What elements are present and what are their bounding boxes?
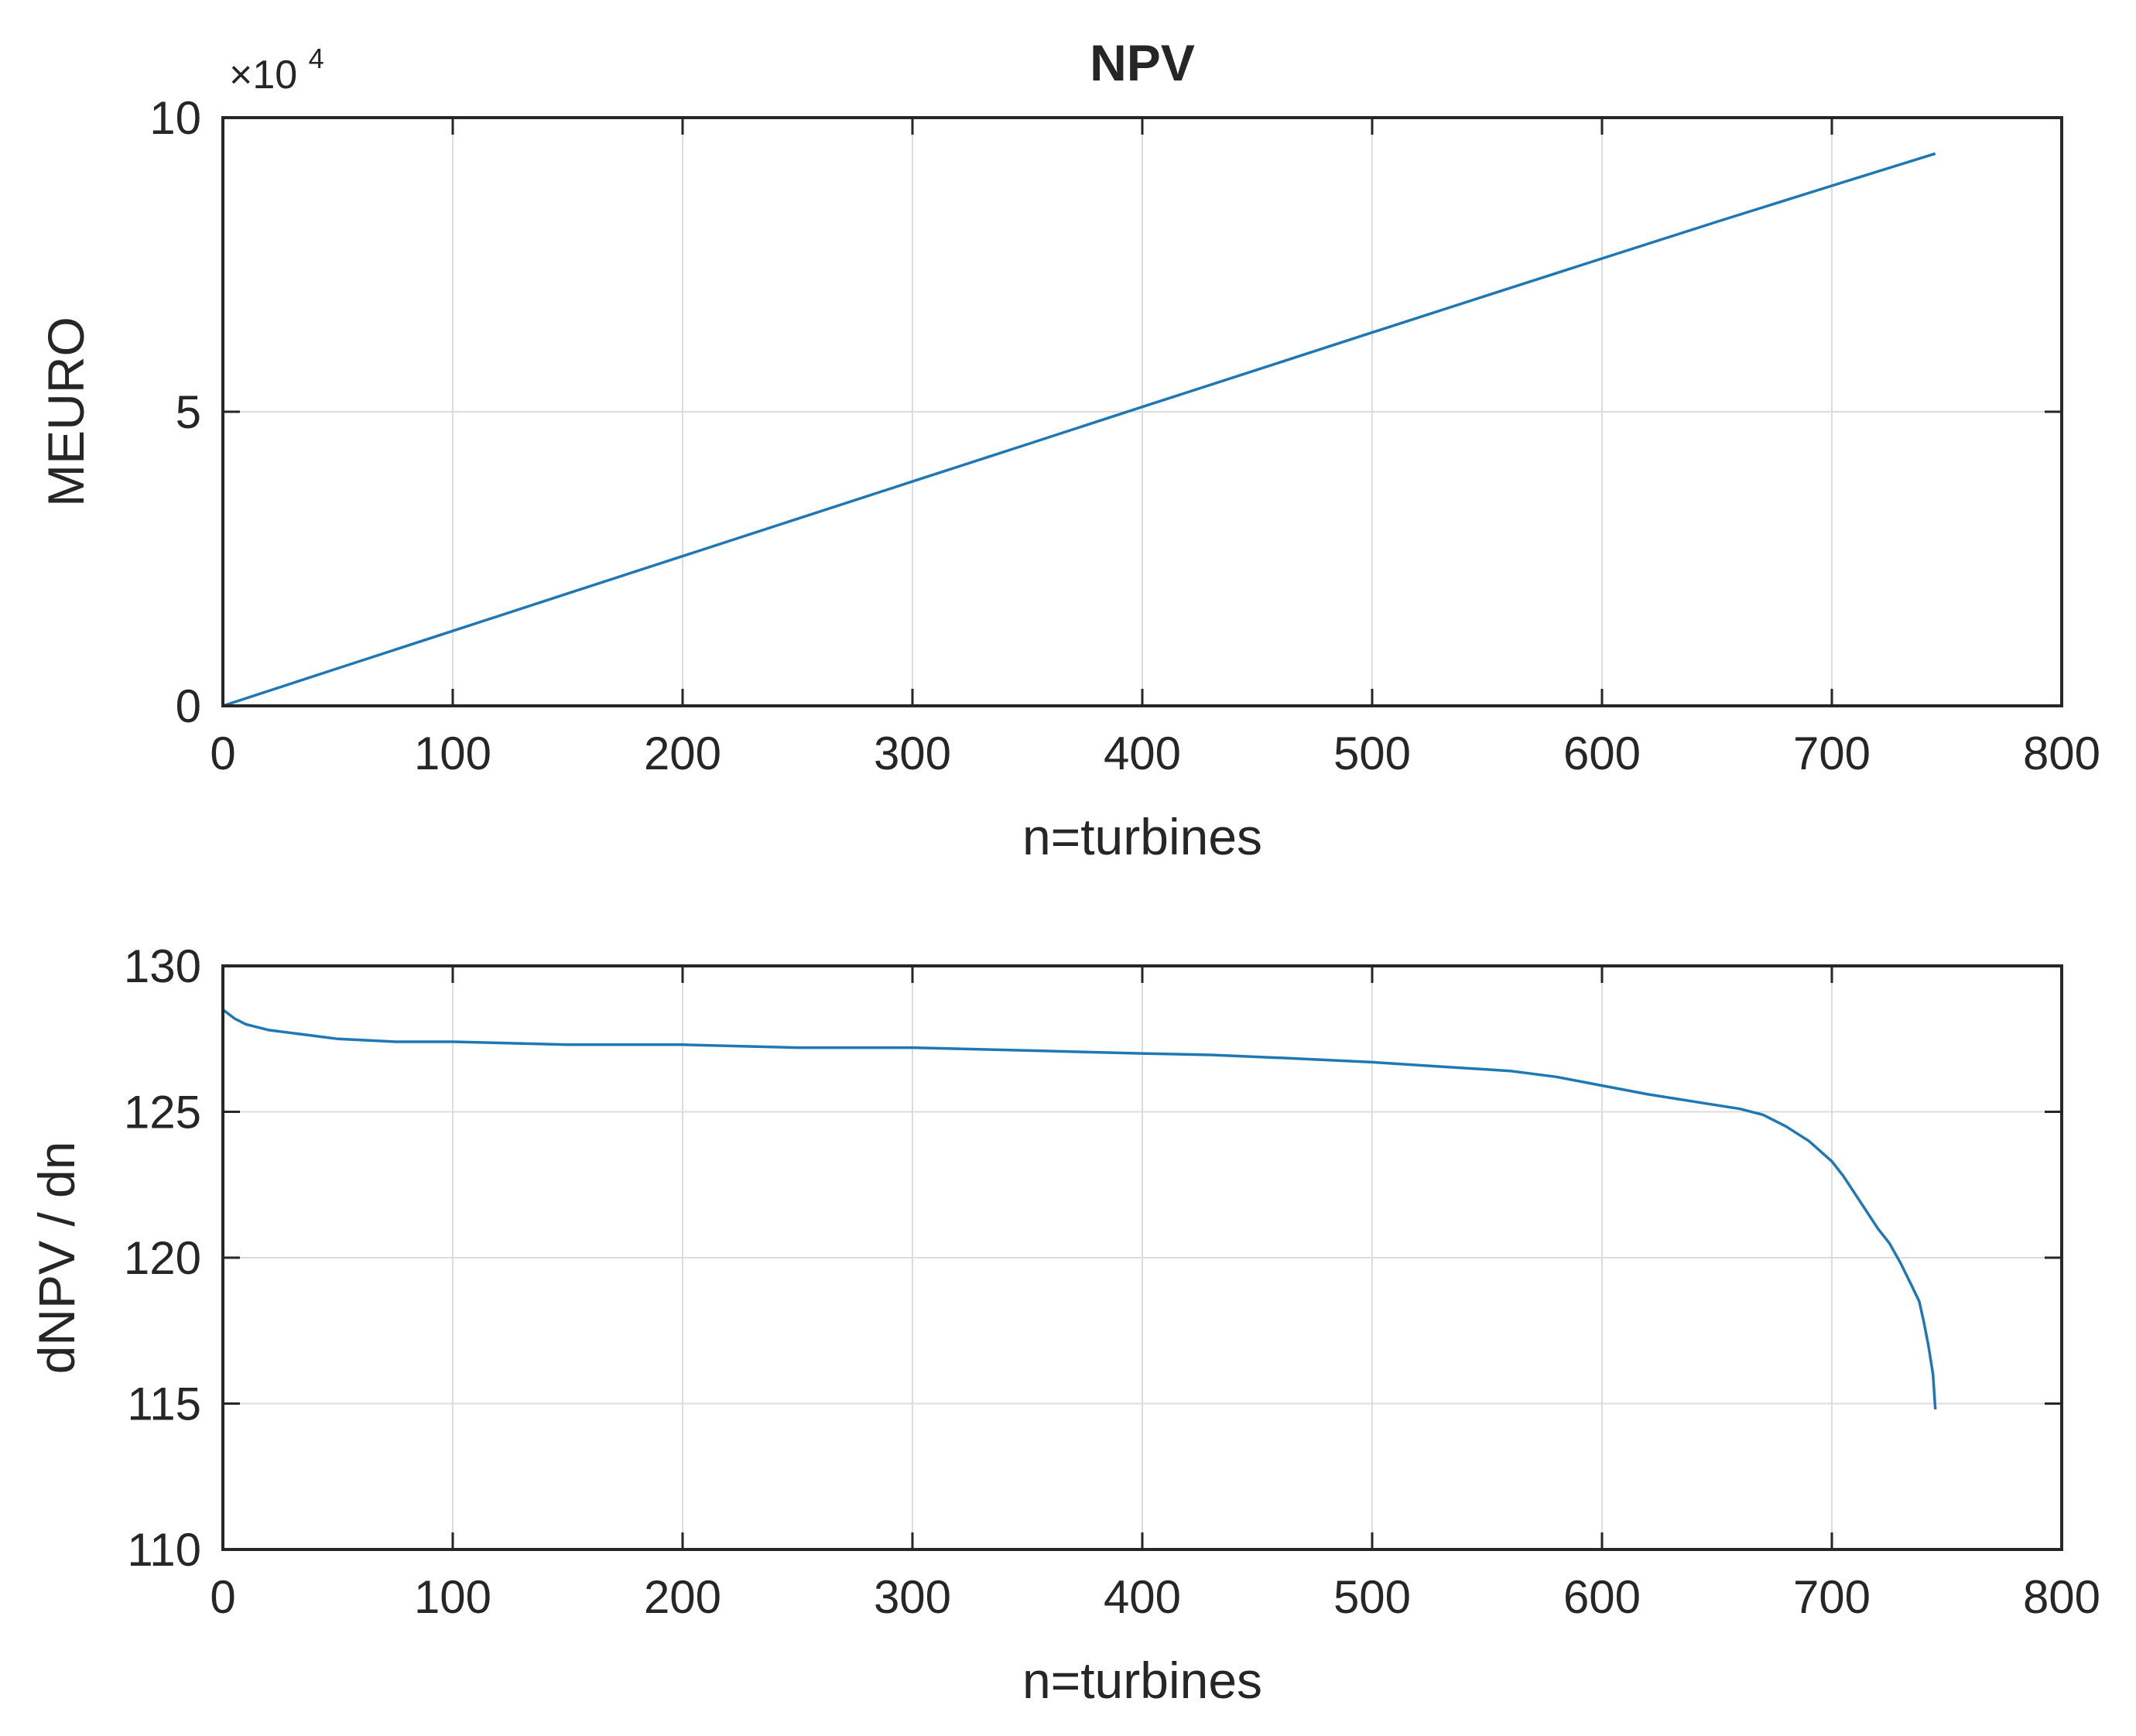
npv-ticks <box>221 116 2063 707</box>
dnpv-y-axis-label: dNPV / dn <box>28 1142 85 1375</box>
dnpv-y-tick-label: 115 <box>127 1378 201 1430</box>
dnpv-x-tick-label: 400 <box>1104 1571 1181 1623</box>
npv-x-tick-label: 400 <box>1104 728 1181 779</box>
npv-exponent-power: 4 <box>309 43 324 74</box>
dnpv-x-tick-label: 300 <box>874 1571 951 1623</box>
npv-exponent-base: ×10 <box>229 53 297 98</box>
npv-x-tick-label: 600 <box>1563 728 1641 779</box>
dnpv-x-tick-label: 200 <box>644 1571 721 1623</box>
dnpv-series <box>221 1008 1937 1410</box>
dnpv-tick-labels: 0 100 200 300 400 500 600 700 800 110 115 120 125 130 <box>124 940 2100 1623</box>
dnpv-x-tick-label: 0 <box>210 1571 235 1623</box>
dnpv-y-tick-label: 125 <box>124 1087 201 1139</box>
npv-x-tick-label: 100 <box>414 728 491 779</box>
dnpv-x-tick-label: 100 <box>414 1571 491 1623</box>
dnpv-ticks <box>221 964 2063 1551</box>
npv-tick-labels: 0 100 200 300 400 500 600 700 800 0 5 10 <box>149 92 2100 779</box>
dnpv-y-tick-label: 130 <box>124 940 201 992</box>
npv-x-tick-label: 500 <box>1333 728 1411 779</box>
dnpv-x-tick-label: 600 <box>1563 1571 1641 1623</box>
npv-series-line <box>222 152 1936 707</box>
npv-grid <box>223 118 2062 706</box>
npv-x-tick-label: 800 <box>2023 728 2100 779</box>
dnpv-series-line <box>221 1008 1937 1410</box>
npv-x-axis-label: n=turbines <box>1022 808 1262 865</box>
dnpv-y-tick-label: 120 <box>124 1232 201 1284</box>
dnpv-subplot: 0 100 200 300 400 500 600 700 800 110 115 120 125 130… <box>28 940 2100 1709</box>
npv-y-tick-label: 0 <box>176 680 201 732</box>
npv-y-tick-label: 10 <box>149 92 201 144</box>
npv-y-axis-label: MEURO <box>37 317 94 507</box>
npv-subplot: 0 100 200 300 400 500 600 700 800 0 5 10 NPV n=turb… <box>37 34 2100 865</box>
npv-title: NPV <box>1090 34 1195 91</box>
dnpv-x-tick-label: 800 <box>2023 1571 2100 1623</box>
npv-x-tick-label: 0 <box>210 728 235 779</box>
dnpv-x-tick-label: 700 <box>1793 1571 1871 1623</box>
npv-series <box>222 152 1936 707</box>
npv-y-tick-label: 5 <box>176 386 201 438</box>
npv-x-tick-label: 200 <box>644 728 721 779</box>
npv-x-tick-label: 700 <box>1793 728 1871 779</box>
dnpv-y-tick-label: 110 <box>127 1524 201 1576</box>
dnpv-x-tick-label: 500 <box>1333 1571 1411 1623</box>
npv-y-exponent-label: ×10 4 <box>229 43 324 98</box>
npv-x-tick-label: 300 <box>874 728 951 779</box>
dnpv-x-axis-label: n=turbines <box>1022 1652 1262 1709</box>
